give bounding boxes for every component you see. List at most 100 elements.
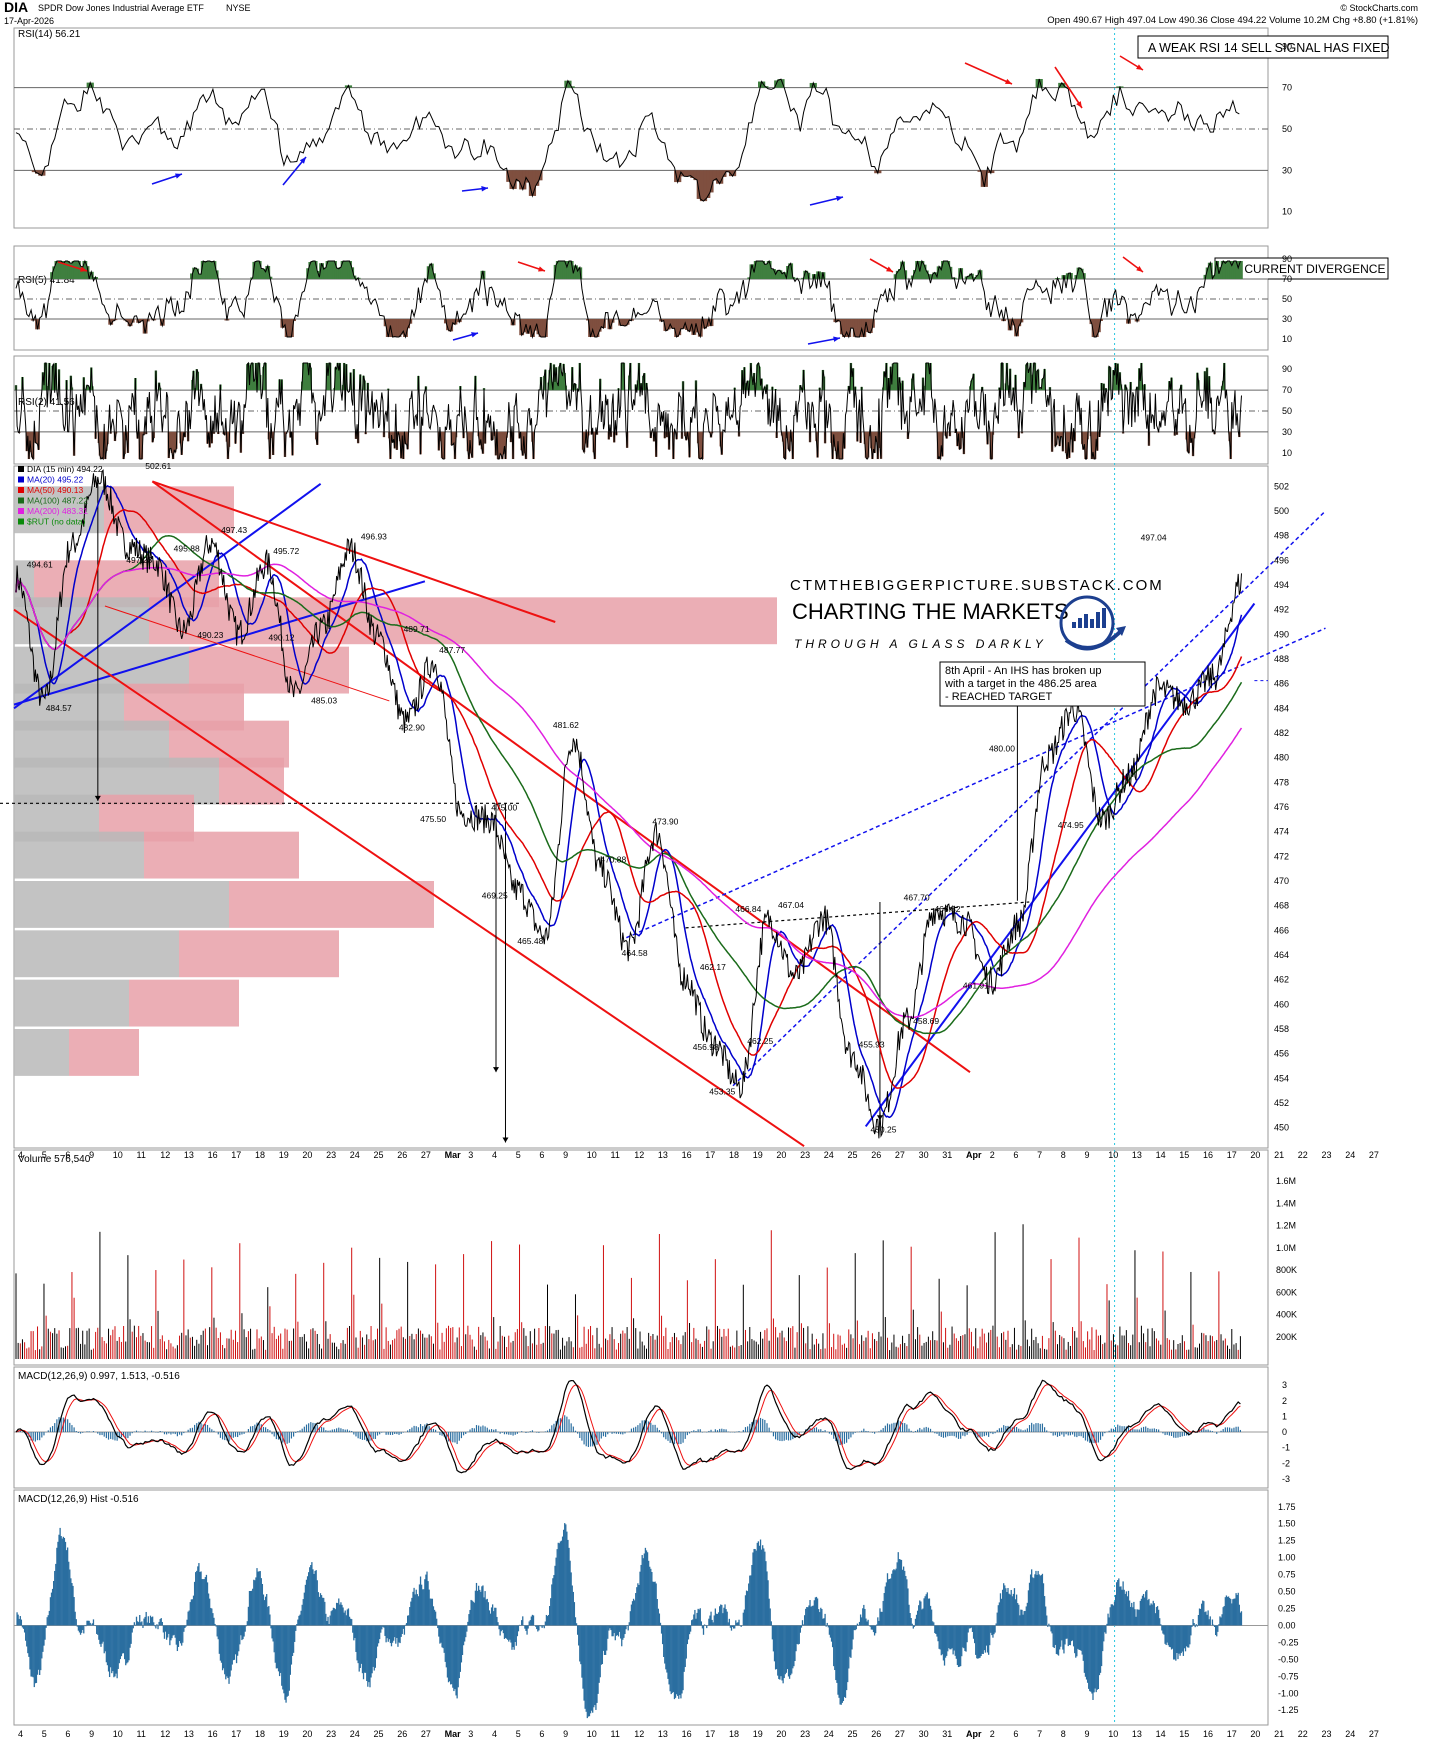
x-axis-label: 10 [587, 1729, 597, 1739]
panel-frame-rsi2 [13, 355, 1269, 465]
x-axis-label: 16 [682, 1729, 692, 1739]
symbol-text: DIA [4, 0, 28, 15]
logo-candle [1078, 618, 1082, 628]
legend-entry: MA(200) 483.31 [27, 506, 88, 516]
price-tick-label: 476 [1274, 802, 1289, 812]
x-axis-label: 23 [1322, 1729, 1332, 1739]
rsi14-div-arrow-head [299, 157, 306, 164]
legend-entry: MA(100) 487.22 [27, 496, 88, 506]
volume-by-price-red [129, 979, 239, 1027]
price-level-label: 497.23 [126, 555, 152, 565]
x-axis-label: 6 [1013, 1729, 1018, 1739]
x-axis-label: 13 [1132, 1150, 1142, 1160]
macd-tick: -1 [1282, 1443, 1290, 1453]
x-axis-label: 26 [397, 1729, 407, 1739]
x-axis-label: 16 [208, 1729, 218, 1739]
price-level-label: 456.98 [693, 1042, 719, 1052]
x-axis-label: 7 [1037, 1150, 1042, 1160]
ihs-note-line2: with a target in the 486.25 area [944, 678, 1098, 690]
red-inner-trendline [104, 605, 390, 702]
rsi14-div-arrow-head [836, 195, 843, 202]
x-axis-label: 22 [1298, 1150, 1308, 1160]
volume-tick: 1.0M [1276, 1243, 1296, 1253]
x-axis-label: 17 [1227, 1150, 1237, 1160]
price-tick-label: 494 [1274, 580, 1289, 590]
x-axis-label: 10 [113, 1150, 123, 1160]
price-level-label: 497.04 [1141, 533, 1167, 543]
volume-by-price-red [69, 1029, 139, 1076]
x-axis-label: 5 [516, 1729, 521, 1739]
x-axis-label: 16 [208, 1150, 218, 1160]
x-axis-label: 2 [990, 1150, 995, 1160]
price-level-label: 466.84 [735, 904, 761, 914]
price-level-label: 466.82 [934, 904, 960, 914]
rsi14-div-arrow [964, 62, 1013, 85]
x-axis-label: 16 [1203, 1729, 1213, 1739]
macd-tick: 1 [1282, 1411, 1287, 1421]
price-level-label: 489.71 [404, 624, 430, 634]
ma50-line [15, 509, 1243, 1089]
hist-tick: 1.00 [1278, 1553, 1296, 1563]
price-tick-label: 492 [1274, 605, 1289, 615]
price-line [15, 469, 1242, 1139]
price-tick-label: 472 [1274, 851, 1289, 861]
x-axis-label: 5 [516, 1150, 521, 1160]
logo-candle [1090, 619, 1094, 628]
price-tick-label: 468 [1274, 901, 1289, 911]
volume-by-price-grey [14, 881, 229, 928]
price-level-label: 462.25 [747, 1036, 773, 1046]
x-axis-label: 9 [1085, 1150, 1090, 1160]
x-axis-label: 8 [1061, 1729, 1066, 1739]
x-axis-label: 31 [942, 1150, 952, 1160]
volume-by-price-red [144, 831, 299, 879]
rsi5-note: NO CURRENT DIVERGENCE [1223, 262, 1385, 276]
x-axis-label: 17 [1227, 1729, 1237, 1739]
rsi14-div-arrow-head [481, 186, 488, 192]
x-axis-label: 9 [89, 1729, 94, 1739]
y-axis-ticks: 450 452 454 456 458 460 462 464 466 468 470 472 474 4… [1274, 481, 1289, 1132]
x-axis-label: 17 [705, 1150, 715, 1160]
x-axis-label: 8 [1061, 1150, 1066, 1160]
macd-tick: 0 [1282, 1427, 1287, 1437]
rsi5-panel: RSI(5) 41.84 NO CURRENT DIVERGENCE 90 70 5… [14, 254, 1389, 345]
x-axis-label: 19 [753, 1150, 763, 1160]
hist-tick: -0.50 [1278, 1654, 1299, 1664]
price-tick-label: 490 [1274, 629, 1289, 639]
source-credit: © StockCharts.com [1340, 3, 1418, 13]
rsi14-tick: 70 [1282, 83, 1292, 93]
rsi2-line [15, 361, 1242, 461]
volume-panel: Volume 576,540 1.6M 1.4M 1.2M 1.0M 800K 600K 4… [15, 1154, 1297, 1359]
price-level-label: 470.88 [600, 855, 626, 865]
x-axis-label: 27 [895, 1729, 905, 1739]
watermark-subtitle: THROUGH A GLASS DARKLY [794, 637, 1047, 651]
x-axis-label: 6 [1013, 1150, 1018, 1160]
logo-candle [1084, 614, 1088, 628]
rsi5-div-arrow-head [833, 336, 840, 342]
exchange-text: NYSE [226, 3, 251, 13]
price-level-label: 495.72 [273, 546, 299, 556]
ihs-note-line1: 8th April - An IHS has broken up [945, 665, 1102, 677]
x-axis-label: 22 [1298, 1729, 1308, 1739]
x-axis-label: Mar [445, 1150, 462, 1160]
trendlines [0, 480, 1327, 1147]
rsi14-label: RSI(14) 56.21 [18, 29, 81, 40]
price-level-label: 462.17 [700, 962, 726, 972]
x-axis-label: 23 [800, 1150, 810, 1160]
macd-line [15, 1379, 1241, 1474]
rsi5-tick: 70 [1282, 274, 1292, 284]
rsi14-tick: 90 [1282, 41, 1292, 51]
blue-dotted-upper [732, 510, 1327, 1087]
x-axis-label: 27 [421, 1150, 431, 1160]
price-tick-label: 456 [1274, 1049, 1289, 1059]
volume-by-price-grey [14, 979, 129, 1027]
price-level-label: 494.61 [27, 560, 53, 570]
x-axis-label: 4 [18, 1150, 23, 1160]
hist-tick: -0.25 [1278, 1637, 1299, 1647]
price-level-label: 496.93 [361, 531, 387, 541]
price-tick-label: 466 [1274, 925, 1289, 935]
hist-label: MACD(12,26,9) Hist -0.516 [18, 1494, 139, 1505]
rsi5-label: RSI(5) 41.84 [18, 275, 75, 286]
x-axis-label: 15 [1179, 1729, 1189, 1739]
x-axis-label: 9 [89, 1150, 94, 1160]
